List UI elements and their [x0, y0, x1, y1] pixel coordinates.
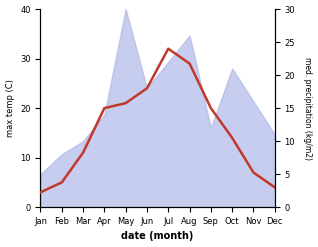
X-axis label: date (month): date (month)	[121, 231, 194, 242]
Y-axis label: max temp (C): max temp (C)	[5, 79, 15, 137]
Y-axis label: med. precipitation (kg/m2): med. precipitation (kg/m2)	[303, 57, 313, 160]
